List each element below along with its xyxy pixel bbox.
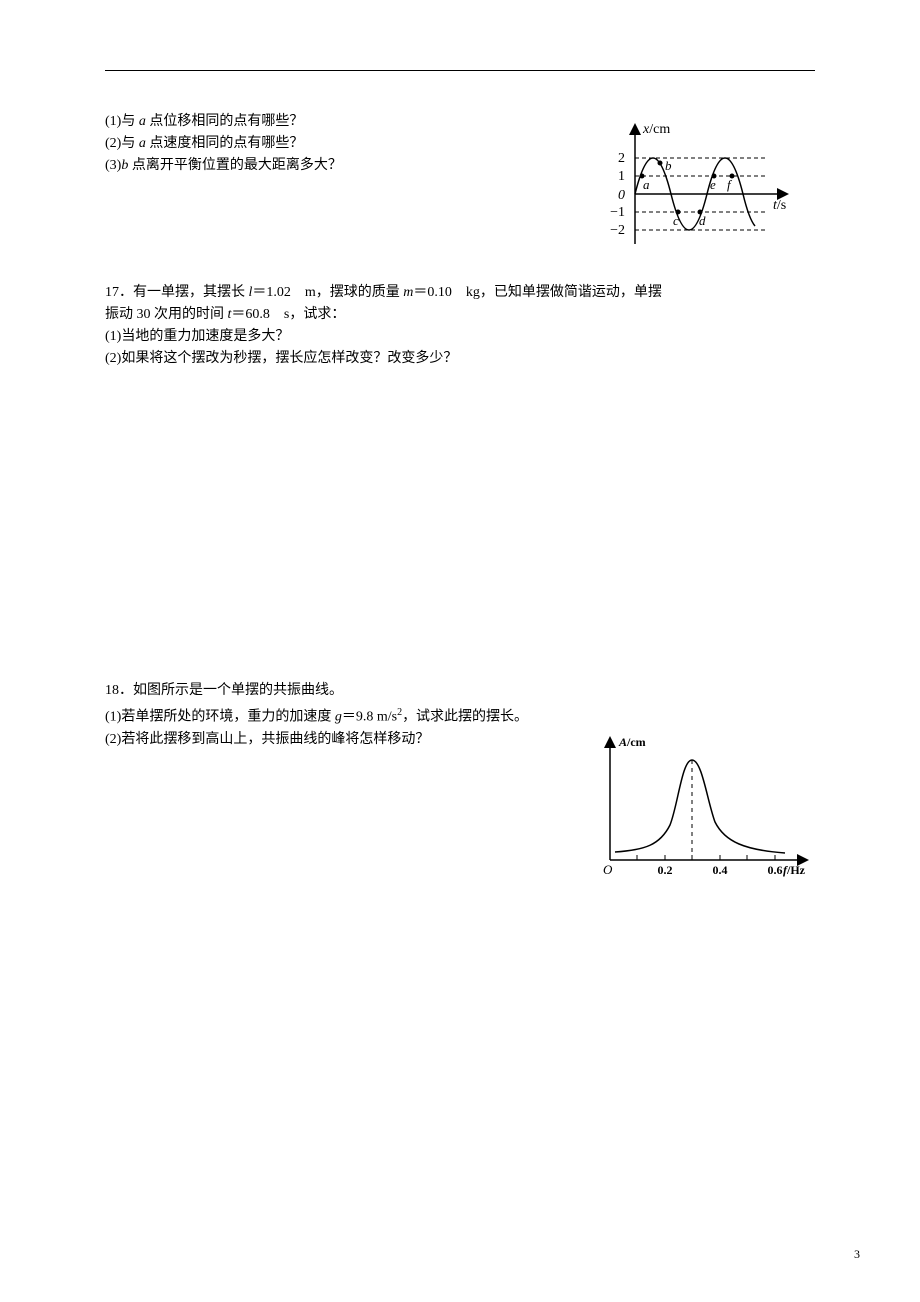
q17-line1: 17．有一单摆，其摆长 l＝1.02 m，摆球的质量 m＝0.10 kg，已知单…: [105, 282, 815, 304]
ytick-n2: −2: [610, 223, 625, 238]
xtick-06: 0.6: [768, 863, 783, 877]
q16-l2-suffix: 点速度相同的点有哪些？: [146, 136, 304, 151]
label-f: f: [727, 177, 733, 192]
question-18-block: 18．如图所示是一个单摆的共振曲线。 (1)若单摆所处的环境，重力的加速度 g＝…: [105, 680, 815, 751]
x-axis-label-2: f/Hz: [783, 863, 806, 877]
y-axis-label-2: A/cm: [618, 735, 646, 749]
label-e: e: [710, 177, 716, 192]
xtick-02: 0.2: [658, 863, 673, 877]
q17-line2: 振动 30 次用的时间 t＝60.8 s，试求：: [105, 304, 815, 326]
q17-l1-p3: ＝0.10 kg，已知单摆做简谐运动，单摆: [413, 285, 662, 300]
q17-l2-p1: 振动 30 次用的时间: [105, 307, 228, 322]
xtick-04: 0.4: [713, 863, 728, 877]
ytick-0: 0: [618, 188, 625, 203]
q18-l2-p1: (1)若单摆所处的环境，重力的加速度: [105, 710, 335, 725]
top-horizontal-rule: [105, 70, 815, 71]
y-axis-label: x/cm: [642, 122, 670, 137]
page-number: 3: [854, 1247, 860, 1262]
question-17-block: 17．有一单摆，其摆长 l＝1.02 m，摆球的质量 m＝0.10 kg，已知单…: [105, 282, 815, 370]
displacement-chart: 2 1 0 −1 −2 x/cm t/s a b c d e f: [595, 119, 795, 274]
label-b: b: [665, 158, 672, 173]
x-axis-label: t/s: [773, 198, 786, 213]
origin-label: O: [603, 862, 613, 877]
resonance-curve: [615, 760, 785, 853]
q16-l3-prefix: (3): [105, 158, 121, 173]
resonance-chart-svg: 0.2 0.4 0.6 O A/cm f/Hz: [585, 730, 815, 890]
q16-l1-prefix: (1)与: [105, 114, 139, 129]
q16-l1-suffix: 点位移相同的点有哪些？: [146, 114, 304, 129]
q17-line4: (2)如果将这个摆改为秒摆，摆长应怎样改变？改变多少？: [105, 348, 815, 370]
q17-l1-v2: m: [403, 285, 413, 300]
displacement-chart-svg: 2 1 0 −1 −2 x/cm t/s a b c d e f: [595, 119, 795, 269]
ytick-2: 2: [618, 151, 625, 166]
q17-l1-p1: 17．有一单摆，其摆长: [105, 285, 249, 300]
q18-l2-p2: ＝9.8 m/s: [342, 710, 397, 725]
ytick-1: 1: [618, 169, 625, 184]
resonance-chart: 0.2 0.4 0.6 O A/cm f/Hz: [585, 730, 815, 895]
q17-l1-p2: ＝1.02 m，摆球的质量: [252, 285, 403, 300]
label-a: a: [643, 177, 650, 192]
q16-l3-suffix: 点离开平衡位置的最大距离多大？: [128, 158, 342, 173]
q17-line3: (1)当地的重力加速度是多大？: [105, 326, 815, 348]
q18-l2-p3: ，试求此摆的摆长。: [402, 710, 528, 725]
point-b: [658, 161, 663, 166]
label-c: c: [673, 213, 679, 228]
label-d: d: [699, 213, 706, 228]
question-16-block: (1)与 a 点位移相同的点有哪些？ (2)与 a 点速度相同的点有哪些？ (3…: [105, 111, 815, 177]
q16-l1-var: a: [139, 114, 146, 129]
q18-line2: (1)若单摆所处的环境，重力的加速度 g＝9.8 m/s2，试求此摆的摆长。: [105, 702, 815, 729]
q17-l2-p2: ＝60.8 s，试求：: [231, 307, 345, 322]
q16-l2-var: a: [139, 136, 146, 151]
q18-line1: 18．如图所示是一个单摆的共振曲线。: [105, 680, 815, 702]
ytick-n1: −1: [610, 205, 625, 220]
q18-l2-v: g: [335, 710, 342, 725]
q16-l2-prefix: (2)与: [105, 136, 139, 151]
